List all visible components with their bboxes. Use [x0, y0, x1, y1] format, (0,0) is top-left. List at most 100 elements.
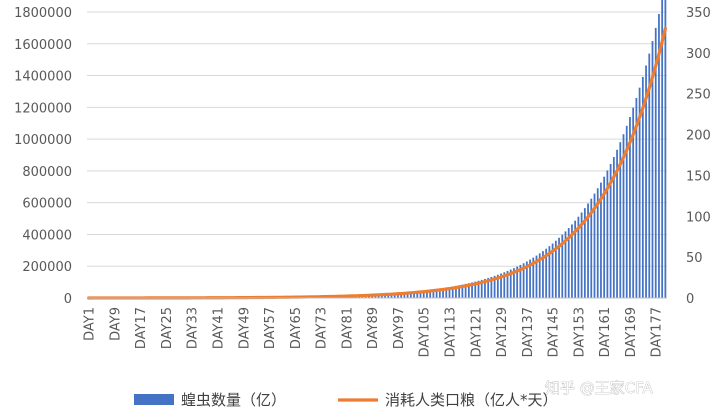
- bar-day-134: [516, 266, 519, 298]
- bar-day-103: [416, 291, 419, 298]
- bar-series-locusts: [87, 0, 667, 299]
- x-tick-label: DAY137: [521, 307, 536, 357]
- x-tick-label: DAY89: [366, 307, 381, 349]
- bar-day-102: [413, 291, 415, 298]
- right-y-tick-label: 150: [686, 169, 711, 184]
- bar-day-157: [590, 198, 593, 298]
- legend-bar-swatch: [134, 394, 174, 405]
- bar-day-177: [654, 27, 657, 298]
- x-tick-label: DAY41: [212, 307, 227, 349]
- x-tick-label: DAY97: [392, 307, 407, 349]
- bar-day-179: [661, 0, 664, 299]
- x-tick-label: DAY153: [572, 307, 587, 357]
- bar-day-153: [577, 216, 580, 298]
- bar-day-107: [429, 289, 432, 298]
- right-y-tick-label: 250: [686, 88, 711, 103]
- bar-day-126: [490, 276, 493, 298]
- bar-day-131: [506, 270, 509, 298]
- bar-day-113: [448, 287, 451, 298]
- x-tick-label: DAY129: [495, 307, 510, 357]
- left-y-axis-ticks: 0 200000 400000 600000 800000 1000000 1200000 1…: [14, 6, 72, 307]
- left-y-tick-label: 1000000: [14, 133, 72, 148]
- right-y-tick-label: 50: [686, 251, 703, 266]
- bar-day-166: [619, 142, 622, 298]
- bar-day-170: [632, 107, 635, 298]
- gridlines: [87, 11, 667, 299]
- bar-day-129: [500, 273, 502, 298]
- bar-day-112: [445, 287, 448, 298]
- bar-day-145: [551, 243, 554, 298]
- x-tick-label: DAY121: [469, 307, 484, 357]
- bar-day-162: [606, 170, 609, 298]
- bar-day-109: [435, 289, 438, 298]
- x-tick-label: DAY33: [186, 307, 201, 349]
- bar-day-115: [455, 285, 457, 298]
- bar-day-147: [558, 237, 560, 298]
- bar-day-116: [458, 285, 461, 298]
- bar-day-104: [419, 290, 422, 298]
- x-tick-label: DAY65: [289, 307, 304, 349]
- bar-day-130: [503, 272, 506, 298]
- left-y-tick-label: 1600000: [14, 38, 72, 53]
- legend-bar-label: 蝗虫数量（亿）: [181, 391, 286, 409]
- x-tick-label: DAY1: [83, 307, 98, 341]
- bar-day-171: [635, 97, 638, 299]
- x-tick-label: DAY49: [237, 307, 252, 349]
- x-tick-label: DAY25: [160, 307, 175, 349]
- bar-day-150: [567, 228, 570, 298]
- bar-day-158: [593, 193, 596, 298]
- right-y-tick-label: 0: [686, 292, 694, 307]
- bar-day-175: [648, 53, 651, 298]
- bar-day-100: [406, 292, 409, 298]
- bar-day-167: [622, 134, 625, 298]
- bar-day-124: [484, 278, 486, 298]
- left-y-tick-label: 0: [64, 292, 72, 307]
- right-y-axis-ticks: 0 50 100 150 200 250 300 350: [686, 6, 711, 307]
- left-y-tick-label: 1800000: [14, 6, 72, 21]
- bar-day-173: [641, 76, 644, 298]
- bar-day-178: [658, 14, 660, 299]
- right-y-tick-label: 350: [686, 6, 711, 21]
- bar-day-118: [464, 283, 467, 298]
- legend-line-label: 消耗人类口粮（亿人*天）: [385, 391, 558, 409]
- right-y-tick-label: 300: [686, 47, 711, 62]
- x-tick-label: DAY9: [108, 307, 123, 341]
- bar-day-96: [393, 293, 396, 298]
- bar-day-138: [529, 259, 531, 298]
- bar-day-95: [390, 293, 393, 298]
- bar-day-132: [509, 269, 512, 298]
- bar-day-127: [493, 275, 496, 298]
- left-y-tick-label: 800000: [22, 165, 72, 180]
- bar-day-155: [583, 208, 586, 298]
- bar-day-148: [561, 234, 564, 298]
- bar-day-159: [596, 188, 599, 298]
- watermark: 知乎 @王家CFA: [545, 379, 653, 397]
- x-tick-label: DAY169: [624, 307, 639, 357]
- bar-day-101: [409, 291, 412, 298]
- bar-day-122: [477, 280, 480, 298]
- bar-day-99: [403, 292, 406, 298]
- bar-day-160: [600, 182, 602, 298]
- bar-day-149: [564, 231, 567, 298]
- bar-day-156: [587, 203, 589, 298]
- bar-day-176: [651, 41, 654, 298]
- bar-day-121: [474, 281, 477, 298]
- x-tick-label: DAY17: [134, 307, 149, 349]
- x-tick-label: DAY161: [598, 307, 613, 357]
- bar-day-110: [438, 288, 441, 298]
- bar-day-172: [638, 87, 641, 298]
- bar-day-143: [545, 248, 548, 298]
- bar-day-114: [451, 286, 454, 298]
- x-tick-label: DAY81: [340, 307, 355, 349]
- bar-day-137: [525, 261, 528, 298]
- x-tick-label: DAY57: [263, 307, 278, 349]
- bar-day-111: [442, 288, 444, 298]
- bar-day-146: [554, 240, 557, 298]
- bar-day-119: [467, 283, 470, 298]
- bar-day-168: [625, 125, 628, 298]
- right-y-tick-label: 200: [686, 129, 711, 144]
- bar-day-128: [496, 274, 499, 298]
- bar-day-141: [538, 253, 541, 298]
- bar-day-142: [542, 251, 544, 298]
